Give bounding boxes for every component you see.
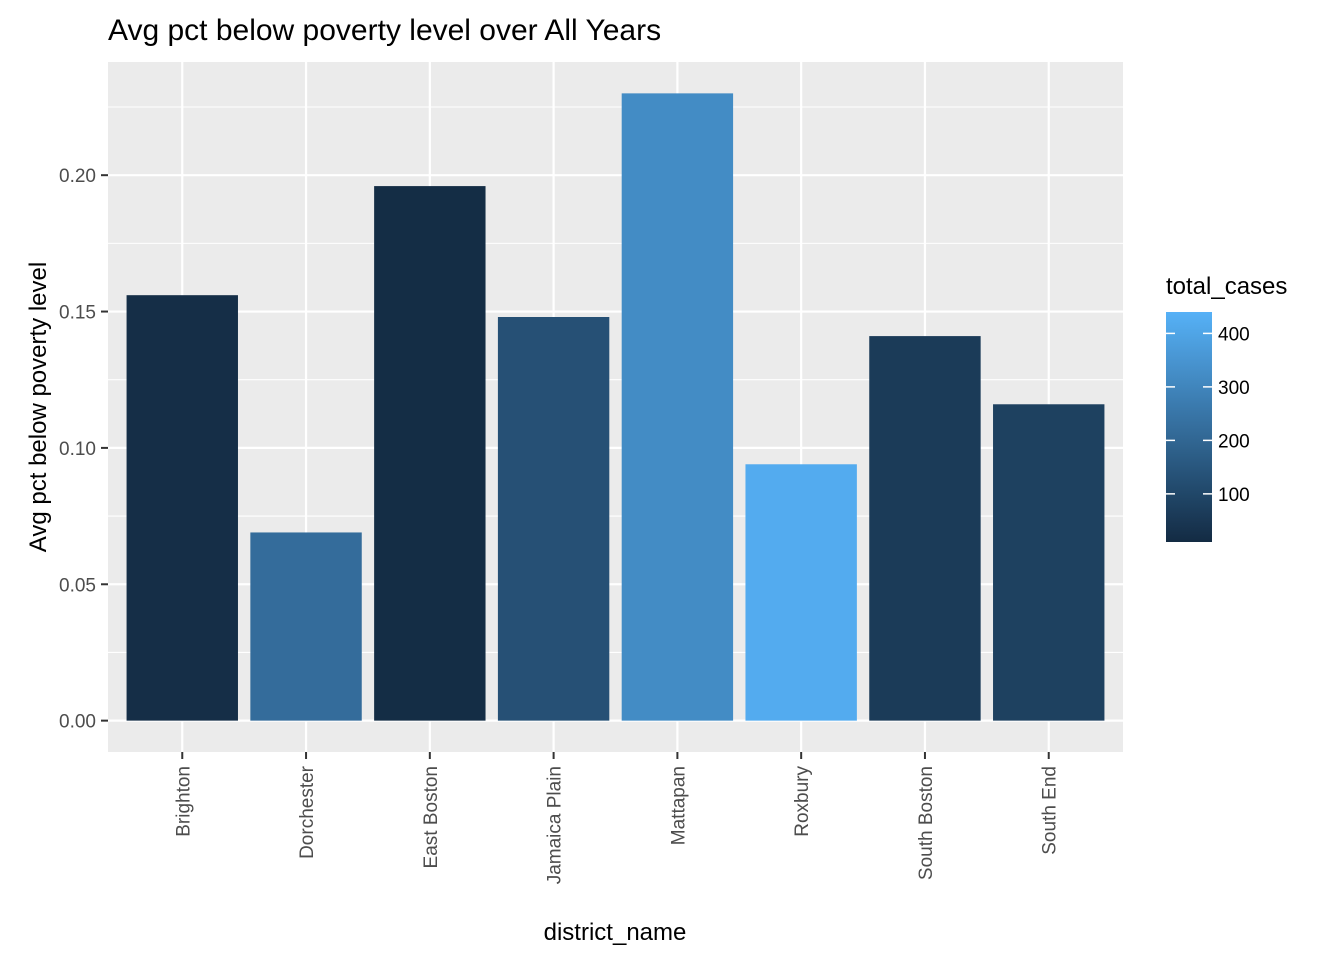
legend-ticks: 100 200 300 400 [1166,324,1250,506]
bar-east-boston [374,186,486,721]
bar-dorchester [250,532,362,721]
y-tick-label: 0.15 [59,303,96,324]
bar-mattapan [621,93,734,721]
legend-title: total_cases [1166,273,1287,300]
bar-south-boston [869,336,981,721]
x-tick-label: Jamaica Plain [545,766,566,884]
y-tick-label: 0.00 [59,712,96,733]
x-axis-label: district_name [544,919,687,946]
x-axis: Brighton Dorchester East Boston Jamaica Pla… [173,752,1061,884]
x-tick-label: Mattapan [668,766,689,845]
legend-tick-label: 200 [1218,431,1250,452]
y-axis: 0.00 0.05 0.10 0.15 0.20 [59,166,108,733]
x-tick-label: Brighton [173,766,194,837]
chart-title: Avg pct below poverty level over All Yea… [108,14,661,47]
bar-south-end [993,404,1105,721]
bar-roxbury [745,464,857,721]
x-tick-label: South End [1040,766,1061,855]
x-tick-label: Dorchester [297,765,318,859]
x-tick-label: South Boston [916,766,937,880]
bars-group [126,93,1105,721]
bar-jamaica-plain [497,317,610,721]
y-tick-label: 0.10 [59,439,96,460]
legend-tick-label: 100 [1218,485,1250,506]
legend: total_cases 100 200 300 400 [1166,273,1287,542]
bar-brighton [126,295,238,721]
y-tick-label: 0.20 [59,166,96,187]
legend-tick-label: 300 [1218,378,1250,399]
y-axis-label: Avg pct below poverty level [25,262,52,552]
y-tick-label: 0.05 [59,575,96,596]
legend-tick-label: 400 [1218,324,1250,345]
legend-colorbar [1166,312,1212,542]
x-tick-label: East Boston [421,766,442,868]
x-tick-label: Roxbury [792,766,813,837]
